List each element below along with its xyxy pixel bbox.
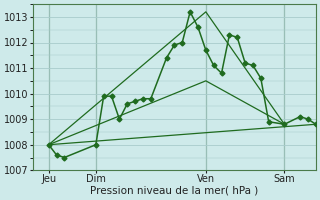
X-axis label: Pression niveau de la mer( hPa ): Pression niveau de la mer( hPa ) bbox=[90, 186, 259, 196]
